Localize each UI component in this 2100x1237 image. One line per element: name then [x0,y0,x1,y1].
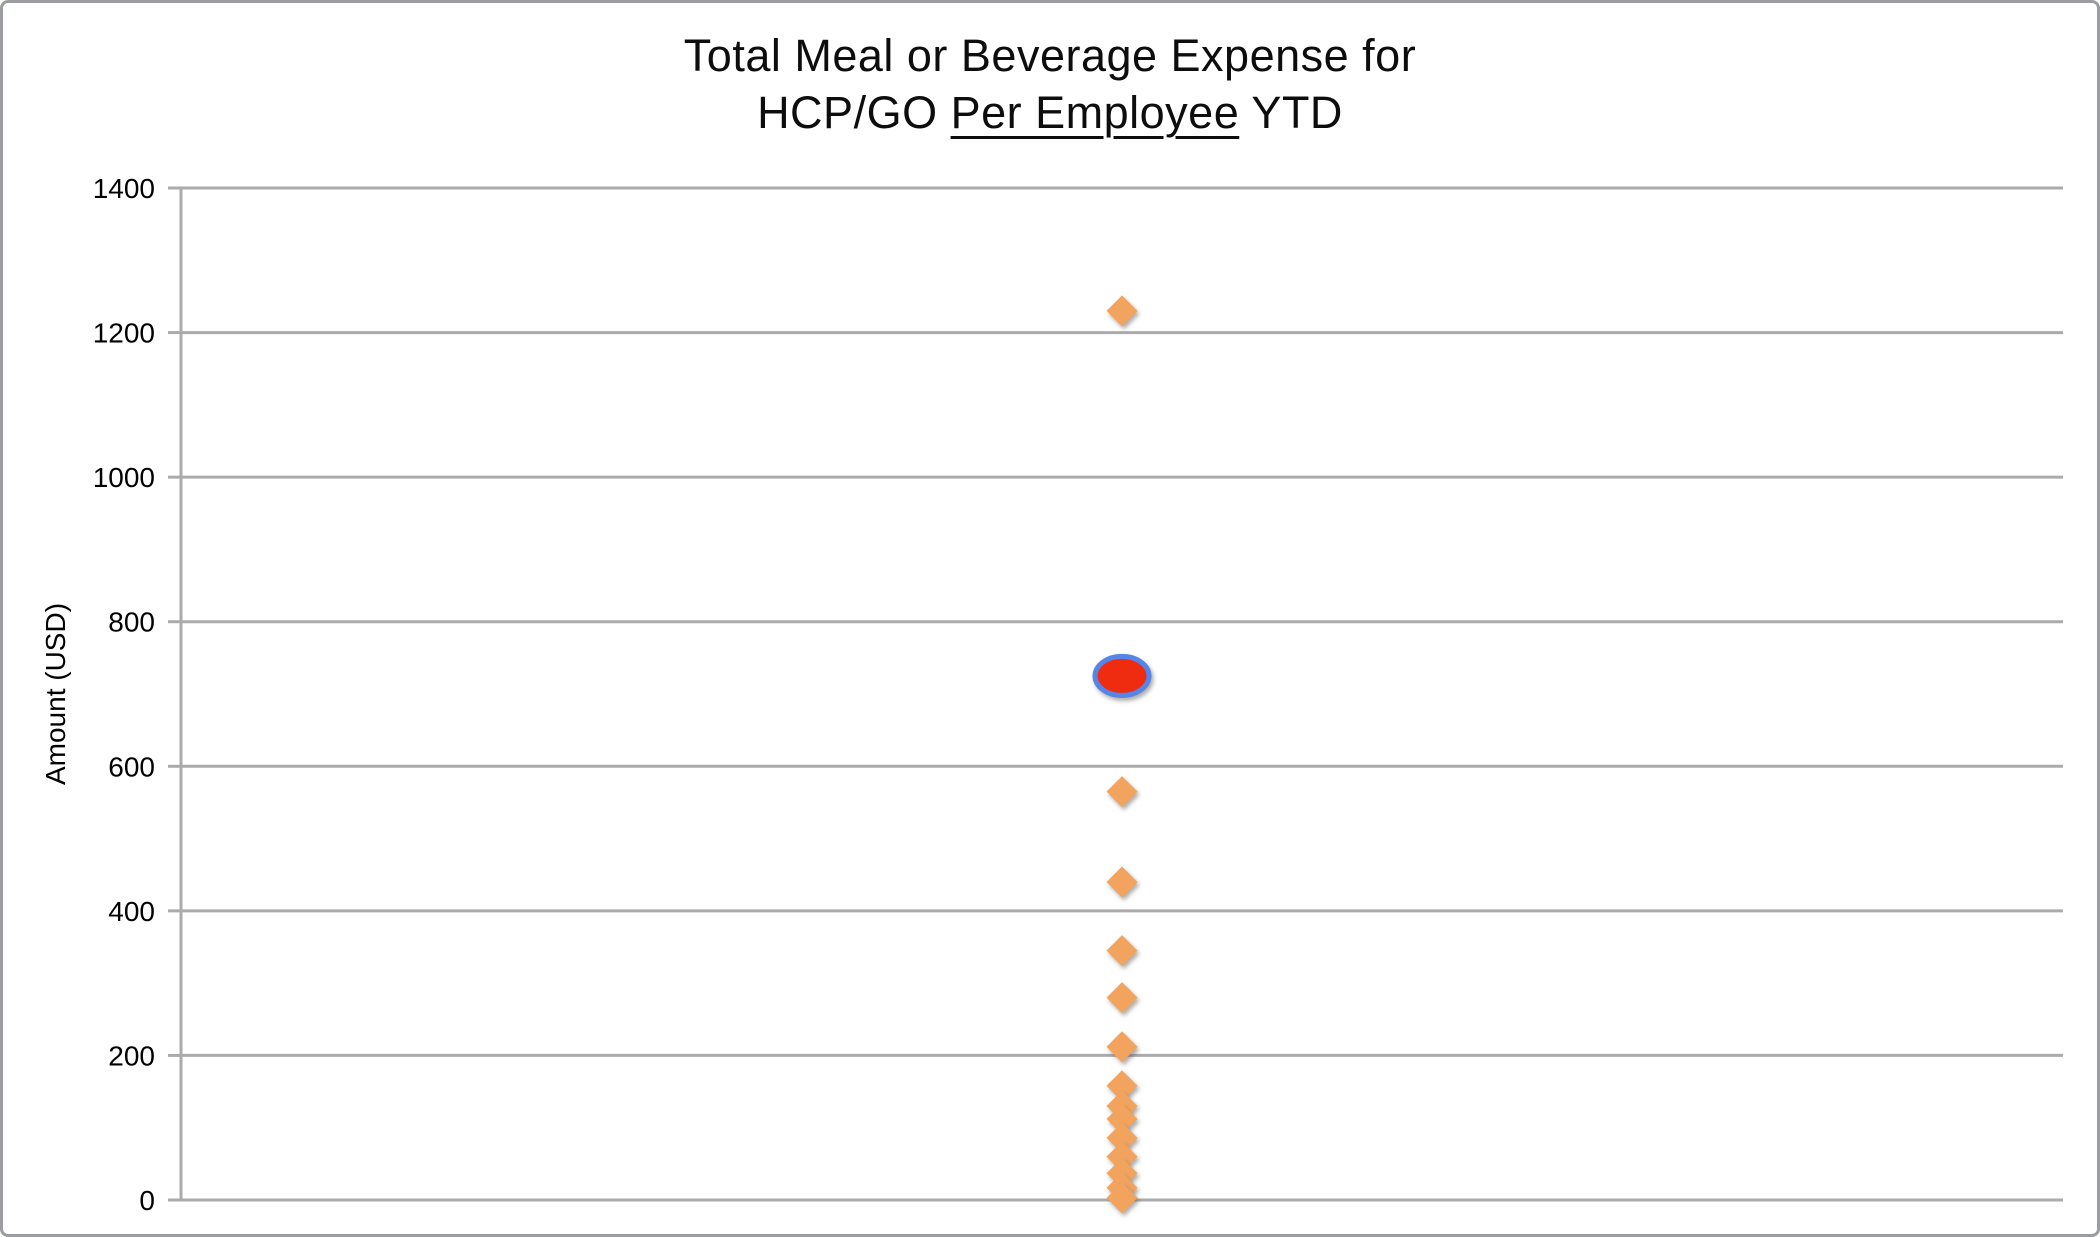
gridlines [181,186,2063,1202]
y-tick-label: 600 [108,751,155,782]
data-point-diamond [1106,866,1138,898]
y-tick-label: 200 [108,1040,155,1071]
data-point-diamond [1106,1122,1138,1154]
chart-title-line2-post: YTD [1239,87,1343,138]
data-point-diamond [1106,1103,1138,1135]
data-point-diamond [1106,1182,1138,1214]
y-axis-title: Amount (USD) [40,603,71,785]
chart-title-line2: HCP/GO Per Employee YTD [3,84,2097,141]
y-axis-tick-labels: 0 200 400 600 800 1000 1200 1400 [93,173,155,1216]
data-point-diamond [1106,1070,1138,1102]
highlighted-data-point [1092,653,1152,698]
data-point-diamond [1106,935,1138,967]
y-tick-label: 800 [108,607,155,638]
chart-title-line2-underlined: Per Employee [950,87,1240,138]
data-point-diamond [1106,776,1138,808]
data-point-diamond [1106,295,1138,327]
data-point-diamond [1106,1141,1138,1173]
y-tick-label: 400 [108,896,155,927]
y-axis-ticks [168,186,181,1202]
chart-title: Total Meal or Beverage Expense for HCP/G… [3,27,2097,141]
chart-title-line2-pre: HCP/GO [757,87,951,138]
y-tick-label: 1200 [93,318,155,349]
data-point-diamond [1106,982,1138,1014]
data-point-diamond [1106,1031,1138,1063]
chart-title-line1: Total Meal or Beverage Expense for [683,30,1417,81]
scatter-plot: 0 200 400 600 800 1000 1200 1400 Amount (USD) [40,173,2063,1216]
data-points [1092,295,1152,1214]
y-tick-label: 1000 [93,462,155,493]
y-tick-label: 1400 [93,173,155,204]
y-tick-label: 0 [139,1185,155,1216]
